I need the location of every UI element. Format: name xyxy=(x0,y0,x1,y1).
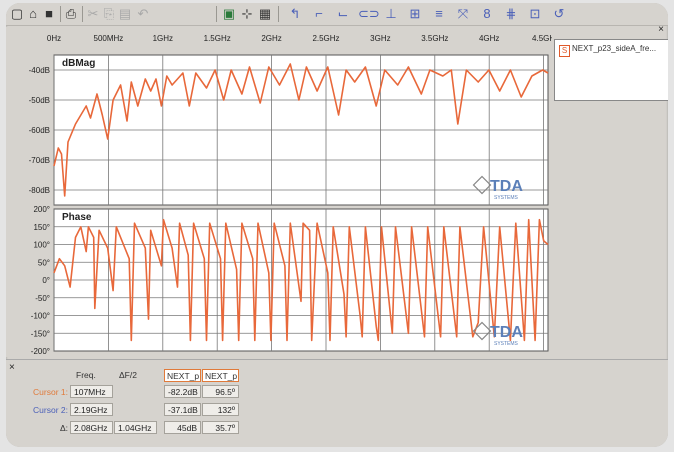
x-tick-label: 2.5GHz xyxy=(312,34,339,43)
delta-freq: 2.08GHz xyxy=(70,421,113,434)
y-tick-label: -50° xyxy=(35,294,50,303)
y-tick-label: -100° xyxy=(31,312,50,321)
app-window: ▢ ⌂ ■ ⎙ ✂ ⎘ ▤ ↶ ▣ ⊹ ▦ ↰ ⌐ ⌙ ⊂⊃ ⊥ ⊞ ≡ ⤧ 8… xyxy=(6,3,668,447)
close-legend-icon[interactable]: × xyxy=(658,24,664,35)
cursor-2-value-1: -37.1dB xyxy=(164,403,201,416)
stack-icon[interactable]: ≡ xyxy=(435,6,443,21)
return-icon[interactable]: ↺ xyxy=(553,6,565,21)
tda-logo-brand: TDA xyxy=(490,324,523,341)
line-tool-icon[interactable]: ↰ xyxy=(289,6,301,21)
y-tick-label: 100° xyxy=(33,241,50,250)
cross-tool-icon[interactable]: ⤧ xyxy=(457,6,469,21)
series-line-phase xyxy=(53,218,549,342)
zoom-fit-icon[interactable]: ▣ xyxy=(222,6,236,21)
chart-title-phase: Phase xyxy=(62,212,92,223)
x-tick-label: 4.5GH xyxy=(532,34,552,43)
cursor-2-value-2: 132º xyxy=(202,403,239,416)
header-delta: ΔF/2 xyxy=(119,370,137,380)
y-tick-label: 0° xyxy=(42,276,50,285)
header-freq: Freq. xyxy=(76,370,96,380)
y-tick-label: -150° xyxy=(31,329,50,338)
cursor-1-label: Cursor 1: xyxy=(33,387,68,397)
close-readout-icon[interactable]: × xyxy=(9,362,15,373)
chart-title-dbmag: dBMag xyxy=(62,58,95,69)
y-tick-label: 200° xyxy=(33,205,50,214)
cursor-2-label: Cursor 2: xyxy=(33,405,68,415)
toolbar: ▢ ⌂ ■ ⎙ ✂ ⎘ ▤ ↶ ▣ ⊹ ▦ ↰ ⌐ ⌙ ⊂⊃ ⊥ ⊞ ≡ ⤧ 8… xyxy=(6,3,668,26)
y-tick-label: 50° xyxy=(38,258,50,267)
y-tick-label: -40dB xyxy=(29,66,50,75)
legend-panel: S NEXT_p23_sideA_fre... xyxy=(554,39,668,101)
y-tick-label: -60dB xyxy=(29,126,50,135)
chart-area: -40dB -50dB -60dB -70dB -80dB 0Hz 500MHz 1GHz 1.… xyxy=(6,27,556,357)
cursor-2-freq[interactable]: 2.19GHz xyxy=(70,403,113,416)
paste-icon[interactable]: ▤ xyxy=(118,6,132,21)
x-tick-label: 3.5GHz xyxy=(421,34,448,43)
cursor-1-freq[interactable]: 107MHz xyxy=(70,385,113,398)
grid-icon[interactable]: ▦ xyxy=(258,6,272,21)
delta-value-2: 35.7º xyxy=(202,421,239,434)
tda-logo-sub: SYSTEMS xyxy=(494,341,519,347)
x-tick-label: 2GHz xyxy=(261,34,281,43)
x-tick-label: 1GHz xyxy=(153,34,173,43)
x-tick-label: 500MHz xyxy=(94,34,124,43)
x-tick-label: 1.5GHz xyxy=(204,34,231,43)
x-tick-label: 4GHz xyxy=(479,34,499,43)
copy-icon[interactable]: ⎘ xyxy=(103,6,115,21)
legend-marker[interactable]: S xyxy=(559,45,570,57)
x-tick-label: 0Hz xyxy=(47,34,61,43)
open-folder-icon[interactable]: ⌂ xyxy=(29,6,37,21)
delta-half-freq: 1.04GHz xyxy=(114,421,157,434)
step-tool-icon[interactable]: ⌐ xyxy=(315,6,323,21)
y-tick-label: 150° xyxy=(33,223,50,232)
cursor-1-value-2: 96.5º xyxy=(202,385,239,398)
series-line-dbmag xyxy=(53,63,549,197)
header-trace-2[interactable]: NEXT_p xyxy=(202,369,239,382)
bus-icon[interactable]: ⋕ xyxy=(505,6,517,21)
toolbar-separator xyxy=(82,6,83,22)
save-icon[interactable]: ■ xyxy=(45,6,53,21)
capacitor-icon[interactable]: ⊥ xyxy=(385,6,397,21)
print-icon[interactable]: ⎙ xyxy=(65,6,77,21)
tda-logo-diamond xyxy=(472,175,492,195)
legend-label[interactable]: NEXT_p23_sideA_fre... xyxy=(572,44,657,53)
cut-icon[interactable]: ✂ xyxy=(87,6,99,21)
cursor-readout-panel: × Freq. ΔF/2 NEXT_p NEXT_p Cursor 1: 107… xyxy=(6,359,668,447)
delta-label: Δ: xyxy=(59,423,68,433)
toolbar-separator xyxy=(216,6,217,22)
model-icon[interactable]: ⊡ xyxy=(529,6,541,21)
coupled-icon[interactable]: 8 xyxy=(483,6,491,21)
undo-icon[interactable]: ↶ xyxy=(137,6,149,21)
chart-svg: -40dB -50dB -60dB -70dB -80dB 0Hz 500MHz 1GHz 1.… xyxy=(29,34,556,356)
corner-tool-icon[interactable]: ⌙ xyxy=(337,6,349,21)
toolbar-separator xyxy=(278,6,279,22)
cursor-1-value-1: -82.2dB xyxy=(164,385,201,398)
shield-icon[interactable]: ⊞ xyxy=(409,6,421,21)
delta-value-1: 45dB xyxy=(164,421,201,434)
resistor-icon[interactable]: ⊂⊃ xyxy=(358,6,380,21)
toolbar-separator xyxy=(60,6,61,22)
tda-logo-brand: TDA xyxy=(490,178,523,195)
y-tick-label: -200° xyxy=(31,347,50,356)
tda-logo-diamond xyxy=(472,321,492,341)
y-tick-label: -70dB xyxy=(29,156,50,165)
new-file-icon[interactable]: ▢ xyxy=(10,6,24,21)
x-tick-label: 3GHz xyxy=(370,34,390,43)
y-tick-label: -80dB xyxy=(29,186,50,195)
tda-logo-sub: SYSTEMS xyxy=(494,195,519,201)
markers-icon[interactable]: ⊹ xyxy=(241,6,253,21)
y-tick-label: -50dB xyxy=(29,96,50,105)
header-trace-1[interactable]: NEXT_p xyxy=(164,369,201,382)
